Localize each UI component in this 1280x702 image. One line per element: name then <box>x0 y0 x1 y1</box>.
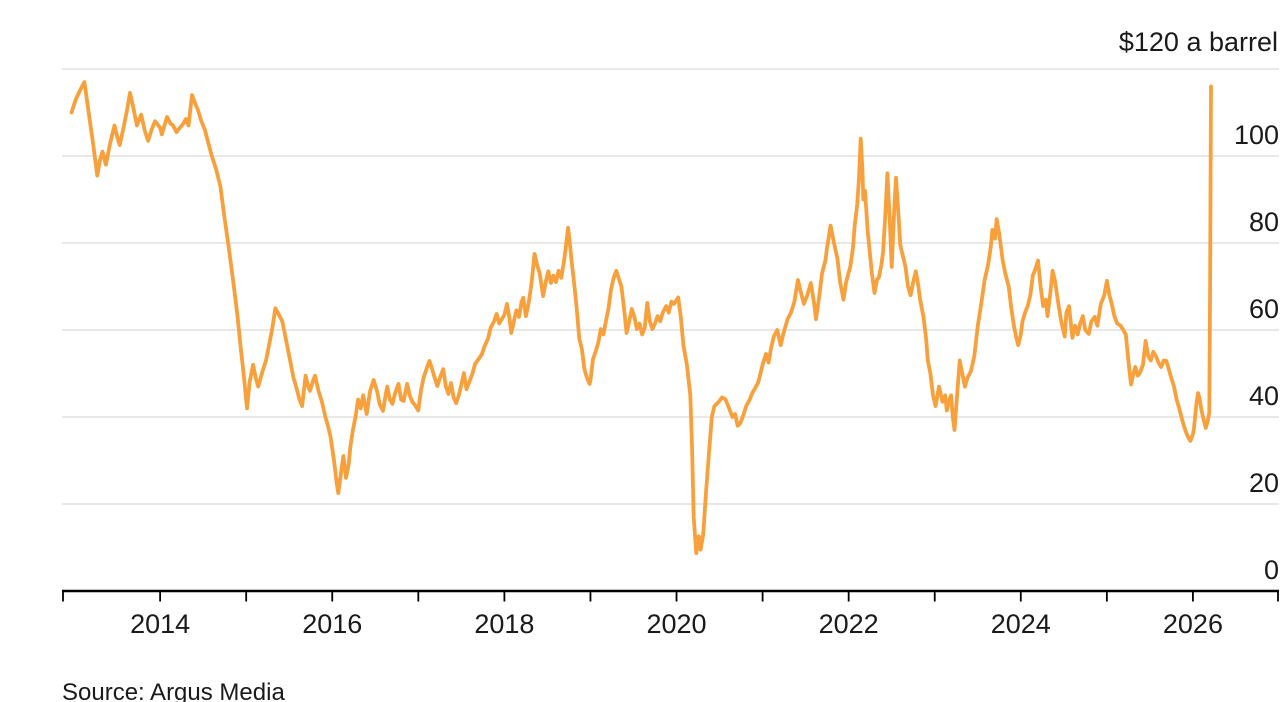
x-tick-label: 2014 <box>130 609 190 639</box>
x-tick-label: 2020 <box>646 609 706 639</box>
x-tick-label: 2016 <box>302 609 362 639</box>
source-label: Source: Argus Media <box>62 679 285 702</box>
price-line <box>69 80 1213 556</box>
x-tick-label: 2026 <box>1163 609 1223 639</box>
y-axis-top-label: $120 a barrel <box>1118 27 1278 57</box>
y-tick-label: 60 <box>1249 294 1279 324</box>
x-tick-label: 2018 <box>474 609 534 639</box>
x-tick-label: 2024 <box>991 609 1051 639</box>
y-tick-label: 80 <box>1249 207 1279 237</box>
y-tick-label: 100 <box>1234 120 1279 150</box>
price-line-chart: 0 20 40 60 80 100 2014 2016 2018 2020 2022 2024 2026 <box>62 68 1279 639</box>
x-tick-label: 2022 <box>819 609 879 639</box>
y-tick-label: 0 <box>1264 555 1279 585</box>
y-tick-label: 20 <box>1249 468 1279 498</box>
y-tick-label: 40 <box>1249 381 1279 411</box>
oil-price-chart-figure: 0 20 40 60 80 100 2014 2016 2018 2020 2022 2024 2026… <box>40 16 1280 702</box>
